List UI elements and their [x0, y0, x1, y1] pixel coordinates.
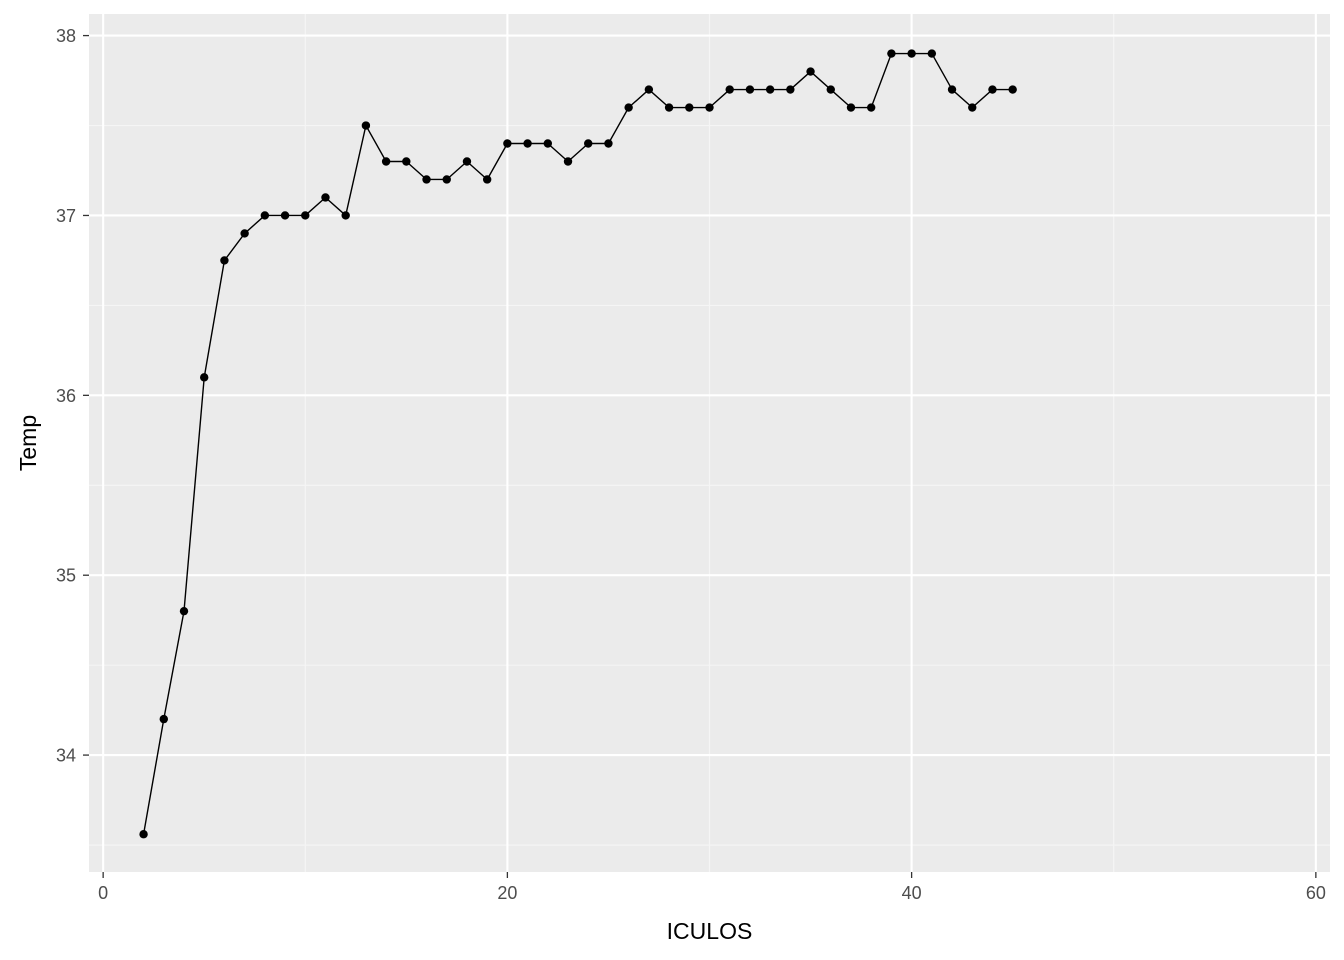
data-point [321, 193, 330, 202]
data-point [685, 103, 694, 112]
data-point [220, 256, 229, 265]
data-point [341, 211, 350, 220]
data-point [200, 373, 209, 382]
data-point [159, 714, 168, 724]
x-tick-label: 0 [98, 883, 108, 903]
minor-gridlines [89, 14, 1330, 872]
data-point [139, 830, 148, 839]
data-point [887, 49, 896, 58]
data-point [482, 175, 492, 184]
y-tick-label: 34 [56, 746, 76, 766]
data-point [442, 175, 451, 184]
data-point [644, 85, 654, 94]
y-tick-label: 38 [56, 26, 76, 46]
data-point [563, 157, 573, 166]
x-tick-label: 40 [902, 883, 922, 903]
y-tick-label: 37 [56, 206, 76, 226]
data-point [664, 103, 674, 112]
data-point [725, 85, 734, 94]
axis-ticks [83, 34, 1317, 878]
x-axis-title: ICULOS [667, 918, 753, 944]
data-point [503, 139, 512, 148]
tick-labels: 0 20 40 60 34 35 36 37 38 [56, 26, 1326, 903]
data-series [139, 49, 1017, 839]
data-point [543, 139, 553, 148]
data-point [301, 211, 310, 220]
x-tick-label: 60 [1306, 883, 1326, 903]
data-point [422, 175, 431, 184]
data-point [968, 103, 977, 112]
data-point [361, 121, 371, 130]
data-point [745, 85, 755, 94]
data-point [1008, 85, 1017, 94]
data-point [179, 606, 189, 616]
data-point [280, 211, 290, 220]
data-point [947, 85, 957, 94]
data-point [988, 85, 997, 94]
data-point [907, 49, 916, 58]
data-point [765, 85, 775, 94]
data-point [927, 49, 937, 58]
data-point [402, 157, 411, 166]
data-point [624, 103, 633, 112]
data-point [523, 139, 532, 148]
y-axis-title: Temp [15, 415, 41, 471]
data-point [240, 229, 249, 238]
data-point [604, 139, 613, 148]
data-point [260, 211, 270, 220]
data-point [381, 157, 391, 166]
y-tick-label: 36 [56, 386, 76, 406]
data-point [846, 103, 856, 112]
data-point [806, 67, 815, 76]
data-point [866, 103, 876, 112]
data-point [462, 157, 472, 166]
x-tick-label: 20 [497, 883, 517, 903]
data-point [786, 85, 795, 94]
data-point [705, 103, 714, 112]
data-point [584, 139, 593, 148]
y-tick-label: 35 [56, 566, 76, 586]
data-point [826, 85, 835, 94]
